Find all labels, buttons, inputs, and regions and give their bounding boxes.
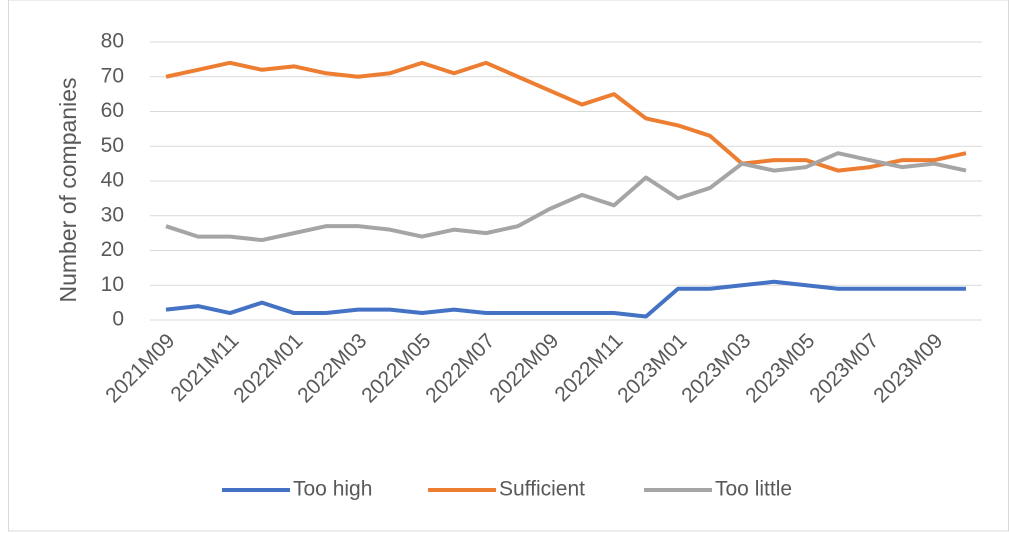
x-tick-label: 2022M01 <box>229 329 307 407</box>
x-tick-label: 2022M07 <box>421 329 499 407</box>
series-line <box>165 279 966 319</box>
y-axis-label: Number of companies <box>55 78 81 303</box>
y-tick-label: 60 <box>101 99 124 122</box>
x-tick-label: 2021M09 <box>101 329 179 407</box>
x-tick-label: 2023M01 <box>613 329 691 407</box>
y-tick-label: 30 <box>101 203 124 226</box>
x-tick-label: 2022M05 <box>357 329 435 407</box>
legend-label: Sufficient <box>499 478 585 501</box>
y-tick-label: 10 <box>101 273 124 296</box>
series-line <box>165 151 967 243</box>
legend-label: Too little <box>715 478 792 501</box>
y-tick-label: 70 <box>101 64 124 87</box>
x-tick-label: 2023M09 <box>869 329 947 407</box>
chart-border <box>8 0 1009 532</box>
y-tick-label: 40 <box>101 169 124 192</box>
x-tick-label: 2022M03 <box>293 329 371 407</box>
legend-label: Too high <box>293 478 372 501</box>
y-tick-label: 0 <box>112 308 124 331</box>
x-tick-label: 2023M05 <box>741 329 819 407</box>
series-line <box>165 60 967 173</box>
x-tick-label: 2023M07 <box>805 329 883 407</box>
x-tick-label: 2023M03 <box>677 329 755 407</box>
y-tick-label: 80 <box>101 30 124 53</box>
y-tick-label: 20 <box>101 238 124 261</box>
y-tick-label: 50 <box>101 134 124 157</box>
x-tick-label: 2022M09 <box>485 329 563 407</box>
